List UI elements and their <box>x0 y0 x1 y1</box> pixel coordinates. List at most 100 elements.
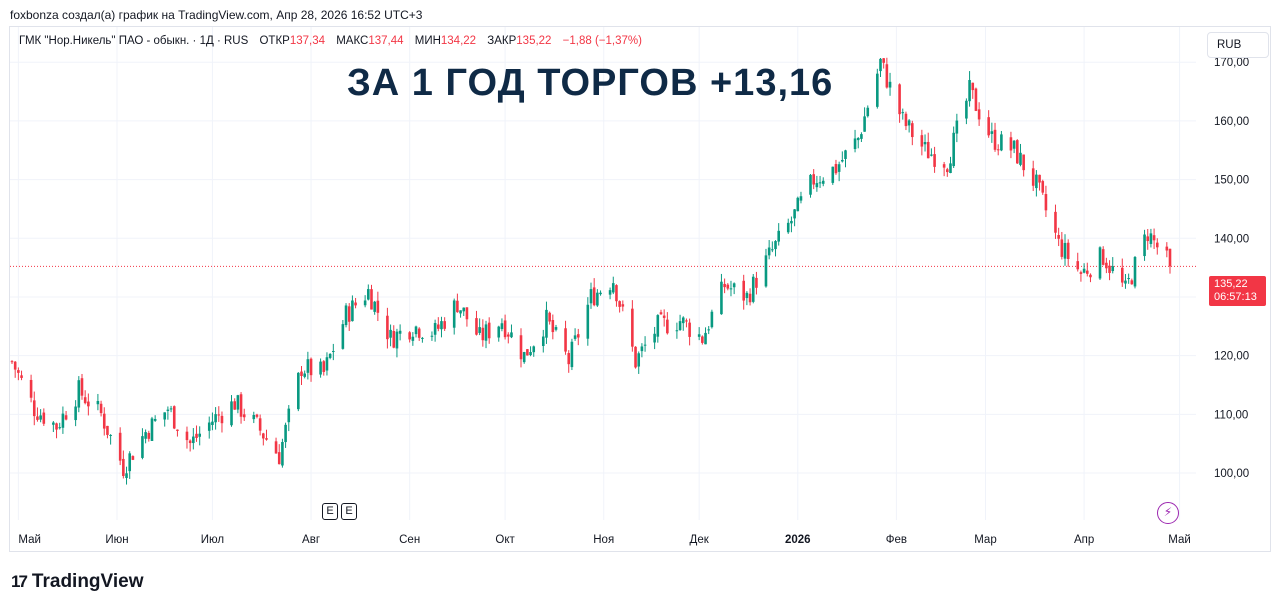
candle <box>1022 154 1025 177</box>
candle <box>586 297 590 346</box>
candle <box>678 314 682 331</box>
x-tick-label: Июн <box>105 534 128 546</box>
candle <box>659 309 663 315</box>
candle <box>637 351 641 374</box>
candle <box>32 391 36 426</box>
candle <box>36 407 39 422</box>
candle <box>920 129 924 156</box>
candle <box>392 325 396 349</box>
candle <box>742 274 746 310</box>
candle <box>109 434 112 445</box>
candle <box>888 72 892 96</box>
tradingview-logo[interactable]: 17 TradingView <box>11 571 144 593</box>
candle <box>52 421 55 433</box>
candle <box>303 370 306 379</box>
candle <box>923 134 927 152</box>
candle <box>704 327 707 345</box>
candle <box>987 110 990 138</box>
candle <box>615 284 618 307</box>
last-price-badge: 135,22 06:57:13 <box>1209 276 1266 306</box>
candle <box>532 345 536 357</box>
candle <box>1063 234 1067 266</box>
candle <box>907 119 911 133</box>
candle <box>1143 229 1146 261</box>
candle <box>662 309 666 327</box>
candle <box>1038 174 1041 191</box>
candle <box>1155 238 1159 255</box>
candle <box>548 311 551 325</box>
candle <box>748 288 752 306</box>
candle <box>685 318 688 328</box>
candle <box>1105 257 1108 274</box>
candle <box>570 338 574 371</box>
candle <box>701 335 704 345</box>
candle <box>729 280 733 297</box>
candle <box>971 82 975 99</box>
open-value: 137,34 <box>289 35 326 47</box>
candle <box>169 405 173 413</box>
candle <box>1019 143 1022 167</box>
candle <box>325 352 329 376</box>
candle <box>274 437 278 454</box>
candle <box>277 444 281 465</box>
earnings-event-marker[interactable]: E <box>322 503 338 520</box>
candle <box>955 113 959 143</box>
candle <box>1133 255 1137 289</box>
change-value: −1,88 (−1,37%) <box>562 35 642 47</box>
candle <box>1152 228 1156 250</box>
candle <box>185 426 189 449</box>
candle <box>996 144 1000 156</box>
candle <box>163 412 167 427</box>
candle <box>771 241 774 253</box>
low-label: МИН <box>414 35 441 47</box>
x-tick-label: Май <box>18 534 41 546</box>
candle <box>1012 140 1016 154</box>
candle <box>977 102 981 126</box>
candle <box>764 248 768 288</box>
candle <box>726 283 730 291</box>
candle <box>144 429 147 444</box>
candle <box>901 108 905 120</box>
candle <box>1108 260 1111 281</box>
candle <box>876 68 879 109</box>
candle <box>796 196 800 212</box>
candle <box>946 167 949 177</box>
candle <box>80 373 84 400</box>
candle <box>707 326 711 335</box>
candle <box>965 98 968 125</box>
candle <box>529 346 532 357</box>
candle <box>942 161 946 177</box>
candle <box>526 348 529 356</box>
candle <box>790 216 793 233</box>
y-tick-label: 120,00 <box>1214 351 1249 363</box>
candle <box>818 175 822 188</box>
candle <box>841 151 844 163</box>
candle <box>1076 252 1080 272</box>
candle <box>745 291 749 306</box>
candle <box>767 240 771 260</box>
y-tick-label: 150,00 <box>1214 175 1249 187</box>
candle <box>236 394 240 414</box>
candle <box>831 166 835 185</box>
candle <box>844 149 847 168</box>
candle <box>328 353 332 360</box>
candle <box>13 360 17 378</box>
candle <box>589 282 593 309</box>
candle <box>87 393 90 416</box>
candle <box>363 295 367 308</box>
candle <box>522 351 526 364</box>
candle <box>545 301 548 344</box>
candle <box>150 416 154 441</box>
candle <box>1041 179 1045 195</box>
currency-button[interactable]: RUB <box>1207 32 1269 58</box>
lightning-icon[interactable]: ⚡ <box>1157 502 1179 524</box>
candle <box>681 316 685 331</box>
candle <box>1060 231 1064 260</box>
candle <box>414 325 418 338</box>
candle <box>1101 246 1105 266</box>
ohlc-legend: ГМК "Нор.Никель" ПАО - обыкн. · 1Д · RUS… <box>19 35 642 47</box>
candle <box>459 310 462 318</box>
candle <box>1168 248 1172 274</box>
earnings-event-marker[interactable]: E <box>341 503 357 520</box>
